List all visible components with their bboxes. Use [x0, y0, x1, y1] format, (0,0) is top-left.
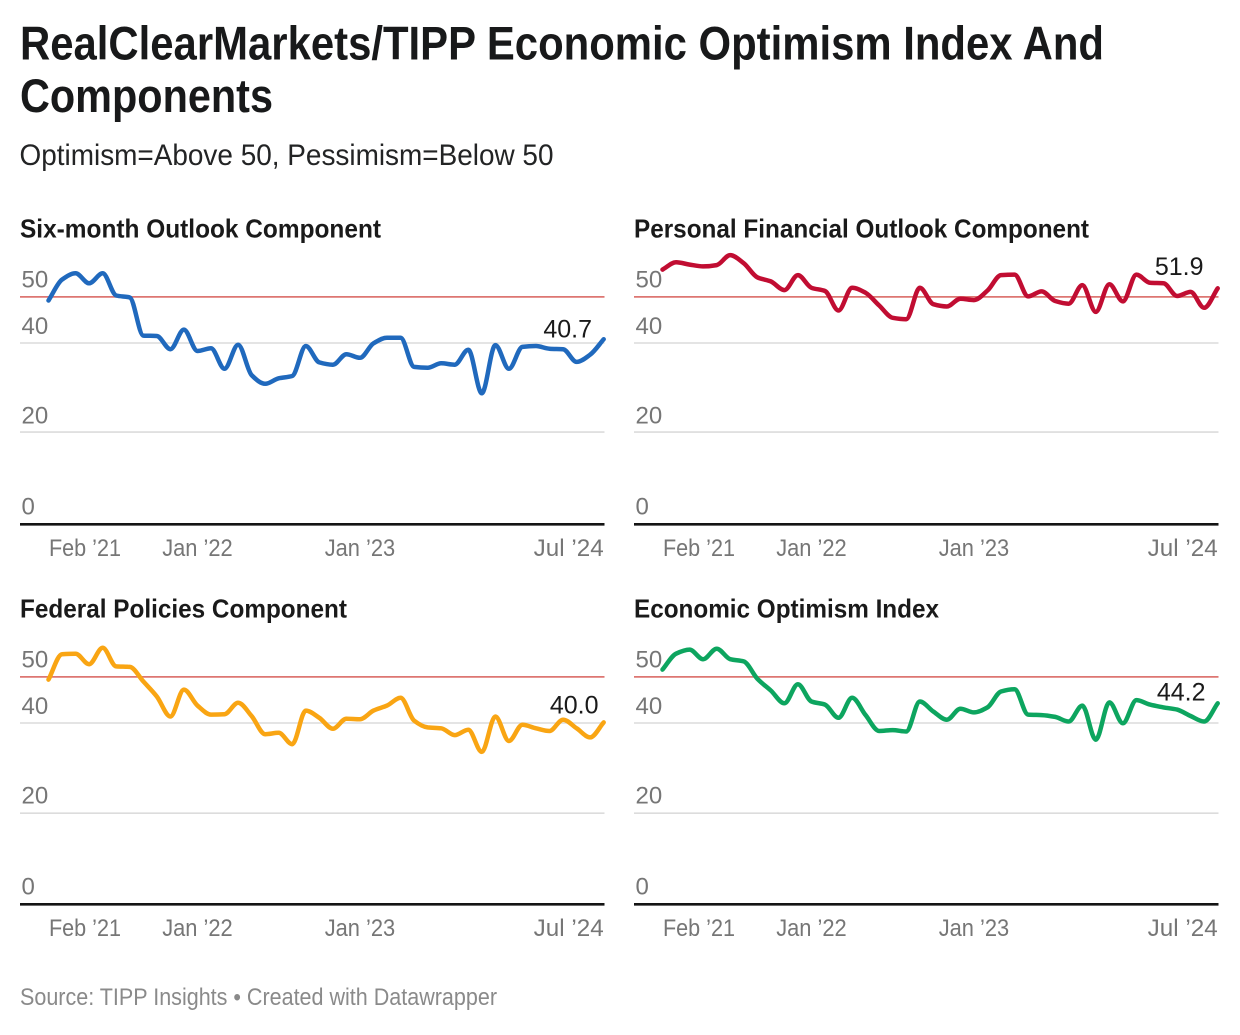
- svg-text:40: 40: [22, 313, 49, 340]
- svg-text:40.7: 40.7: [543, 315, 592, 343]
- svg-text:44.2: 44.2: [1157, 679, 1206, 707]
- svg-text:51.9: 51.9: [1155, 253, 1204, 281]
- svg-text:Jan ’22: Jan ’22: [776, 915, 847, 942]
- svg-text:Jan ’22: Jan ’22: [776, 535, 847, 562]
- svg-text:RealClearMarkets/TIPP Economic: RealClearMarkets/TIPP Economic Optimism …: [20, 16, 1104, 69]
- svg-text:Jan ’23: Jan ’23: [325, 535, 396, 562]
- svg-text:Optimism=Above 50, Pessimism=B: Optimism=Above 50, Pessimism=Below 50: [20, 139, 554, 172]
- svg-text:Jul ’24: Jul ’24: [534, 915, 604, 942]
- svg-text:Source: TIPP Insights • Create: Source: TIPP Insights • Created with Dat…: [20, 984, 497, 1011]
- svg-text:50: 50: [22, 267, 49, 294]
- svg-text:Economic Optimism Index: Economic Optimism Index: [634, 594, 939, 624]
- svg-text:0: 0: [22, 874, 35, 901]
- svg-text:Jan ’22: Jan ’22: [162, 915, 233, 942]
- svg-text:Feb ’21: Feb ’21: [49, 535, 121, 562]
- svg-text:Personal Financial Outlook Com: Personal Financial Outlook Component: [634, 214, 1089, 244]
- svg-text:Jul ’24: Jul ’24: [1148, 535, 1218, 562]
- svg-text:Jul ’24: Jul ’24: [534, 535, 604, 562]
- svg-text:Six-month Outlook Component: Six-month Outlook Component: [20, 214, 381, 244]
- svg-text:40.0: 40.0: [550, 691, 599, 719]
- svg-text:0: 0: [636, 494, 649, 521]
- svg-text:Jan ’23: Jan ’23: [939, 915, 1010, 942]
- svg-text:0: 0: [22, 494, 35, 521]
- svg-text:Jan ’22: Jan ’22: [162, 535, 233, 562]
- svg-text:Jan ’23: Jan ’23: [325, 915, 396, 942]
- svg-text:40: 40: [22, 693, 49, 720]
- svg-text:40: 40: [636, 313, 663, 340]
- svg-text:Feb ’21: Feb ’21: [663, 915, 735, 942]
- svg-text:50: 50: [636, 267, 663, 294]
- svg-text:Jul ’24: Jul ’24: [1148, 915, 1218, 942]
- svg-text:Federal Policies Component: Federal Policies Component: [20, 594, 347, 624]
- svg-text:20: 20: [636, 783, 663, 810]
- svg-text:20: 20: [636, 403, 663, 430]
- svg-text:Feb ’21: Feb ’21: [49, 915, 121, 942]
- svg-text:40: 40: [636, 693, 663, 720]
- svg-text:Jan ’23: Jan ’23: [939, 535, 1010, 562]
- svg-text:50: 50: [636, 647, 663, 674]
- svg-text:Components: Components: [20, 69, 273, 122]
- svg-text:50: 50: [22, 647, 49, 674]
- svg-text:20: 20: [22, 783, 49, 810]
- svg-text:0: 0: [636, 874, 649, 901]
- svg-text:20: 20: [22, 403, 49, 430]
- svg-text:Feb ’21: Feb ’21: [663, 535, 735, 562]
